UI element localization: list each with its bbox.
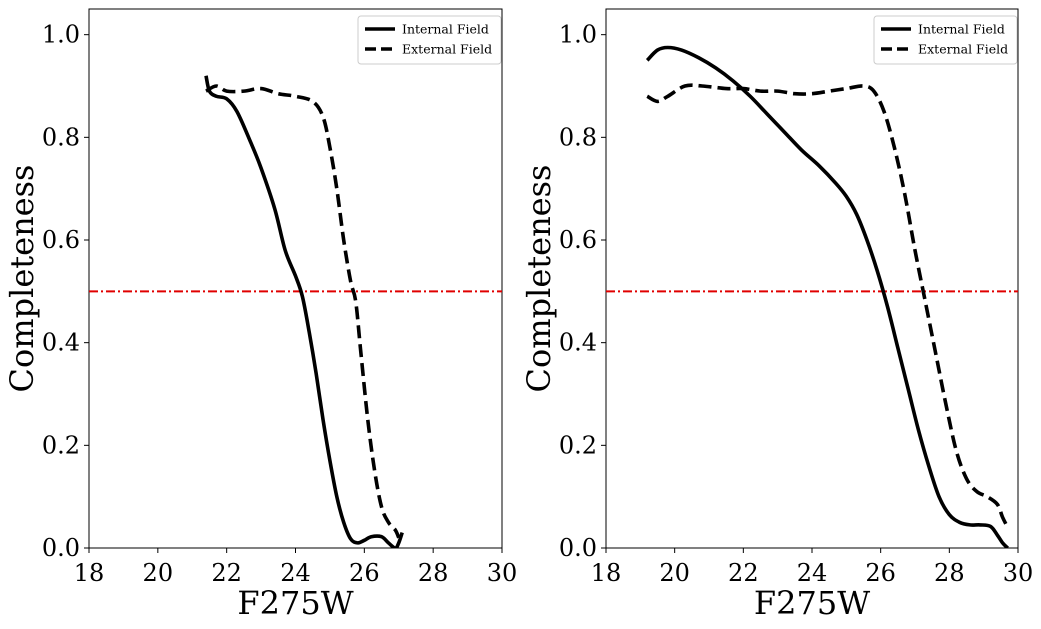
x-axis-label: F275W [237, 584, 353, 622]
external-field-curve [646, 83, 1010, 529]
y-tick-label: 0.4 [42, 329, 80, 357]
y-tick-label: 0.0 [559, 534, 597, 562]
y-tick-label: 0.4 [559, 329, 597, 357]
y-axis-label: Completeness [3, 165, 41, 393]
x-tick-label: 22 [211, 559, 242, 587]
left-panel: 18 20 22 24 26 28 30 0.0 0.2 0.4 0.6 0.8 1.0 F275W Com… [3, 8, 518, 622]
y-tick-label: 0.2 [559, 431, 597, 459]
y-tick-label: 0.0 [42, 534, 80, 562]
y-axis-label: Completeness [520, 165, 558, 393]
y-tick-label: 0.8 [559, 123, 597, 151]
x-tick-label: 24 [797, 559, 828, 587]
plot-area [89, 75, 502, 548]
x-tick-label: 22 [728, 559, 759, 587]
internal-field-curve [645, 45, 1009, 548]
legend: Internal Field External Field [357, 15, 502, 65]
legend-label: External Field [402, 42, 492, 57]
legend-label: External Field [918, 42, 1008, 57]
x-axis-label: F275W [754, 584, 870, 622]
x-tick-label: 26 [349, 559, 380, 587]
x-tick-label: 28 [934, 559, 965, 587]
internal-field-curve [204, 75, 404, 548]
x-tick-label: 24 [280, 559, 311, 587]
external-field-curve [205, 84, 401, 539]
y-tick-label: 0.6 [42, 226, 80, 254]
x-tick-label: 30 [1003, 559, 1034, 587]
x-tick-label: 28 [418, 559, 449, 587]
x-tick-label: 20 [659, 559, 690, 587]
y-tick-label: 1.0 [559, 21, 597, 49]
x-tick-label: 18 [591, 559, 622, 587]
x-tick-label: 26 [865, 559, 896, 587]
x-tick-label: 18 [74, 559, 105, 587]
y-tick-label: 1.0 [42, 21, 80, 49]
y-tick-label: 0.6 [559, 226, 597, 254]
plot-frame [605, 8, 1019, 549]
plot-area [606, 45, 1018, 548]
right-panel: 18 20 22 24 26 28 30 0.0 0.2 0.4 0.6 0.8 1.0 F275W Com… [520, 8, 1034, 622]
y-tick-label: 0.2 [42, 431, 80, 459]
x-tick-label: 20 [143, 559, 174, 587]
x-tick-label: 30 [487, 559, 518, 587]
legend-label: Internal Field [918, 22, 1005, 37]
legend-label: Internal Field [402, 22, 489, 37]
y-tick-label: 0.8 [42, 123, 80, 151]
legend: Internal Field External Field [873, 15, 1018, 65]
